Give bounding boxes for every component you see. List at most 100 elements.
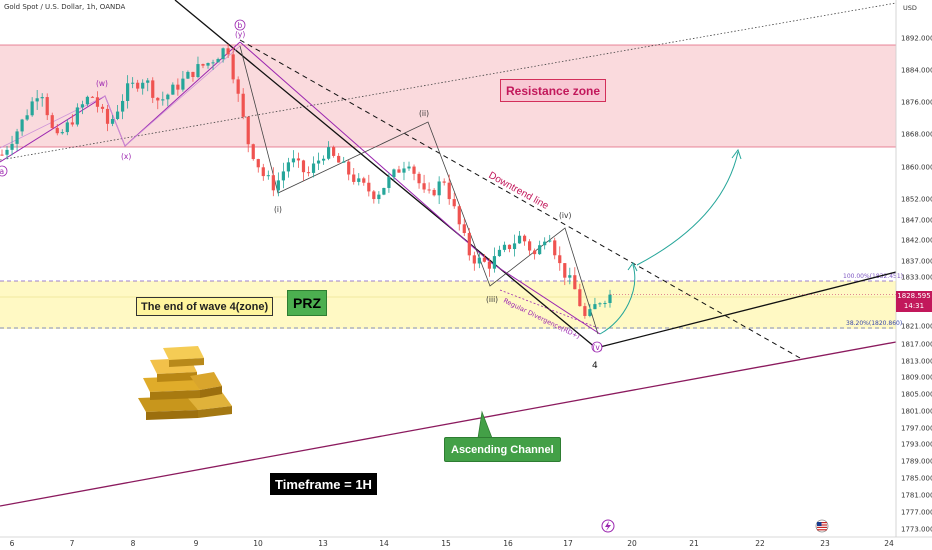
x-tick-label: 23 bbox=[820, 539, 830, 548]
candle-body bbox=[528, 241, 532, 251]
candle-body bbox=[90, 96, 95, 98]
candle-body bbox=[447, 182, 451, 200]
candle-body bbox=[367, 182, 371, 192]
upper-dotted-trendline bbox=[0, 2, 897, 161]
candle-body bbox=[522, 235, 527, 242]
candle-body bbox=[321, 158, 326, 161]
candle-body bbox=[25, 115, 29, 120]
candle-body bbox=[558, 255, 562, 264]
candle-body bbox=[492, 256, 497, 269]
wave-iv-label: (iv) bbox=[559, 211, 571, 220]
candle-body bbox=[608, 294, 612, 303]
black-downtrend-line bbox=[174, 0, 597, 349]
us-flag-event-icon[interactable] bbox=[815, 519, 829, 533]
candle-body bbox=[301, 160, 306, 173]
candle-body bbox=[120, 100, 125, 112]
candle-body bbox=[327, 147, 331, 159]
y-tick-label: 1797.000 bbox=[901, 425, 932, 433]
candle-body bbox=[226, 48, 230, 55]
candle-body bbox=[40, 97, 44, 99]
y-tick-label: 1773.000 bbox=[901, 526, 932, 534]
candle-body bbox=[357, 178, 361, 182]
bar-countdown: 14:31 bbox=[903, 301, 925, 310]
candle-body bbox=[186, 71, 190, 79]
candle-body bbox=[427, 189, 431, 191]
candle-body bbox=[176, 84, 180, 90]
candle-body bbox=[563, 263, 567, 278]
candle-body bbox=[538, 245, 542, 255]
candle-body bbox=[0, 154, 4, 156]
candle-body bbox=[95, 97, 100, 107]
candle-body bbox=[342, 161, 346, 163]
candle-body bbox=[593, 304, 597, 310]
candle-body bbox=[171, 84, 175, 95]
candle-body bbox=[10, 143, 14, 150]
ascending-channel-top bbox=[595, 271, 897, 349]
candle-body bbox=[206, 63, 210, 66]
y-tick-label: 1785.000 bbox=[901, 475, 932, 483]
candlestick-series bbox=[0, 44, 896, 319]
candle-body bbox=[211, 62, 215, 64]
candle-body bbox=[5, 149, 9, 155]
resistance-zone-label: Resistance zone bbox=[500, 79, 607, 102]
candle-body bbox=[472, 255, 476, 264]
candle-body bbox=[216, 59, 220, 63]
impulse-wave-path bbox=[239, 45, 599, 335]
candle-body bbox=[231, 54, 235, 80]
wave-v-label: (v) bbox=[593, 343, 603, 352]
candle-body bbox=[347, 161, 351, 175]
wave-w-label: (w) bbox=[96, 79, 108, 88]
timeframe-label: Timeframe = 1H bbox=[270, 473, 377, 495]
y-tick-label: 1868.000 bbox=[901, 131, 932, 139]
x-tick-label: 14 bbox=[379, 539, 389, 548]
candle-body bbox=[151, 80, 155, 98]
candle-body bbox=[467, 233, 471, 256]
x-tick-label: 17 bbox=[563, 539, 573, 548]
candle-body bbox=[60, 132, 64, 134]
lightning-event-icon[interactable] bbox=[601, 519, 615, 533]
candle-body bbox=[482, 257, 486, 262]
projection-arrow-up-head bbox=[627, 262, 638, 272]
y-tick-label: 1777.000 bbox=[901, 509, 932, 517]
candle-body bbox=[50, 115, 54, 128]
candle-body bbox=[146, 80, 150, 83]
candle-body bbox=[115, 111, 120, 119]
x-axis[interactable]: 6 7 8 9 10 13 14 15 16 17 20 21 22 23 24 bbox=[10, 539, 894, 548]
wave-b-label: b bbox=[238, 21, 243, 30]
y-axis[interactable]: 1892.000 1884.000 1876.000 1868.000 1860.000… bbox=[901, 35, 932, 534]
ascending-channel-label: Ascending Channel bbox=[444, 437, 561, 462]
projection-arrow-target bbox=[636, 151, 739, 266]
x-tick-label: 10 bbox=[253, 539, 263, 548]
candle-body bbox=[30, 101, 34, 116]
x-tick-label: 15 bbox=[441, 539, 451, 548]
candle-body bbox=[372, 191, 376, 200]
candle-body bbox=[432, 189, 436, 196]
y-tick-label: 1805.000 bbox=[901, 391, 932, 399]
candle-body bbox=[442, 181, 446, 183]
y-tick-label: 1876.000 bbox=[901, 99, 932, 107]
candle-body bbox=[397, 169, 401, 173]
y-tick-label: 1842.000 bbox=[901, 237, 932, 245]
candle-body bbox=[55, 127, 59, 134]
candle-body bbox=[296, 158, 301, 161]
candle-body bbox=[286, 162, 291, 172]
candle-body bbox=[548, 240, 552, 242]
candle-body bbox=[568, 275, 572, 278]
candle-body bbox=[80, 104, 84, 108]
regular-divergence-line bbox=[499, 289, 599, 329]
projection-arrow-target-head bbox=[731, 148, 742, 160]
candle-body bbox=[362, 178, 366, 183]
candle-body bbox=[141, 82, 145, 89]
candle-body bbox=[306, 172, 311, 174]
wave-y-label: (y) bbox=[235, 30, 245, 39]
x-tick-label: 20 bbox=[627, 539, 637, 548]
y-tick-label: 1847.000 bbox=[901, 217, 932, 225]
candle-body bbox=[462, 224, 466, 234]
candle-body bbox=[246, 116, 250, 145]
candle-body bbox=[65, 122, 69, 133]
y-tick-label: 1837.000 bbox=[901, 258, 932, 266]
candle-body bbox=[507, 244, 512, 250]
last-price-tag: 1828.595 14:31 bbox=[896, 291, 932, 312]
x-tick-label: 13 bbox=[318, 539, 328, 548]
